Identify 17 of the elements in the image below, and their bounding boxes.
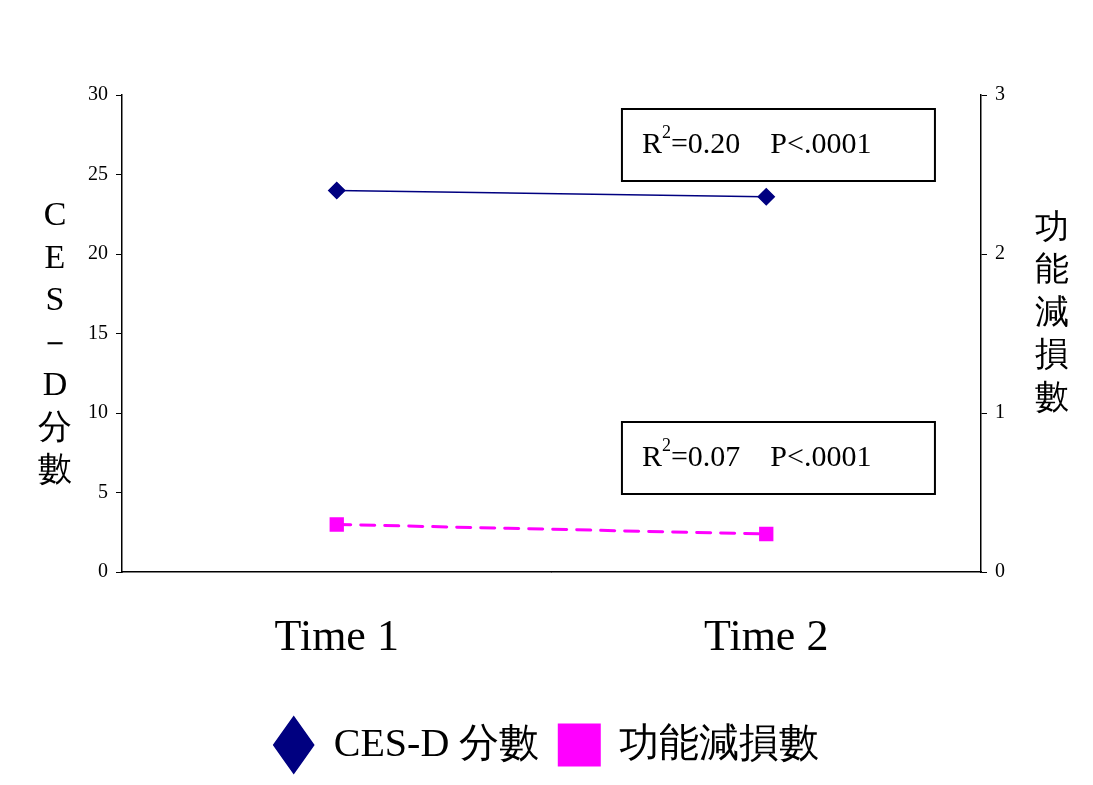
y-tick-label: 20	[88, 241, 108, 264]
y2-axis-title: 功能減損數	[1035, 207, 1069, 415]
y-tick-label: 0	[98, 559, 108, 582]
y-tick-label: 10	[88, 400, 108, 423]
y2-tick-label: 0	[995, 559, 1005, 582]
y-tick-label: 15	[88, 320, 108, 343]
x-tick-label: Time 1	[274, 611, 399, 661]
y-tick-label: 25	[88, 161, 108, 184]
y-axis-title: CES－D分數	[38, 195, 72, 488]
y2-tick-label: 1	[995, 400, 1005, 423]
y2-tick-label: 3	[995, 82, 1005, 105]
legend-label: CES-D 分數	[333, 719, 540, 765]
legend-label: 功能減損數	[619, 719, 820, 765]
x-tick-label: Time 2	[704, 611, 829, 661]
y-tick-label: 30	[88, 82, 108, 105]
y2-tick-label: 2	[995, 241, 1005, 264]
y-tick-label: 5	[98, 479, 108, 502]
